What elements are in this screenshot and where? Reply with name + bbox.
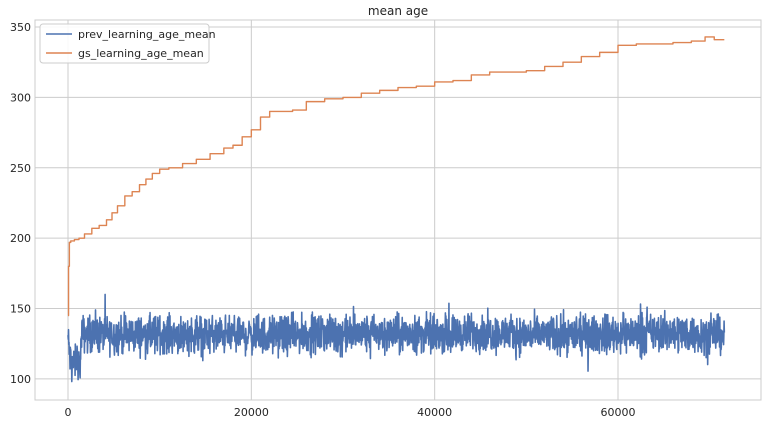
- series-layer: [67, 36, 726, 383]
- y-tick-label: 150: [10, 303, 31, 316]
- chart-title: mean age: [368, 4, 428, 18]
- y-tick-label: 100: [10, 373, 31, 386]
- legend-box: [39, 23, 210, 64]
- plot-area: [35, 20, 761, 400]
- x-tick-label: 0: [65, 406, 72, 419]
- y-tick-label: 250: [10, 162, 31, 175]
- tick-labels: 0 20000 40000 60000 100 150 200 250 300 350: [10, 21, 636, 419]
- x-tick-label: 40000: [417, 406, 452, 419]
- legend-label-prev-learning-age-mean: prev_learning_age_mean: [78, 28, 216, 41]
- plot-frame: [34, 19, 762, 401]
- x-tick-label: 60000: [601, 406, 636, 419]
- legend-label-gs-learning-age-mean: gs_learning_age_mean: [78, 47, 204, 60]
- y-tick-label: 350: [10, 21, 31, 34]
- y-tick-label: 300: [10, 91, 31, 104]
- series-line-gs-learning-age-mean: [67, 36, 725, 317]
- series-line-prev-learning-age-mean: [67, 293, 726, 383]
- legend: prev_learning_age_mean gs_learning_age_m…: [39, 23, 216, 64]
- x-tick-label: 20000: [234, 406, 269, 419]
- y-tick-label: 200: [10, 232, 31, 245]
